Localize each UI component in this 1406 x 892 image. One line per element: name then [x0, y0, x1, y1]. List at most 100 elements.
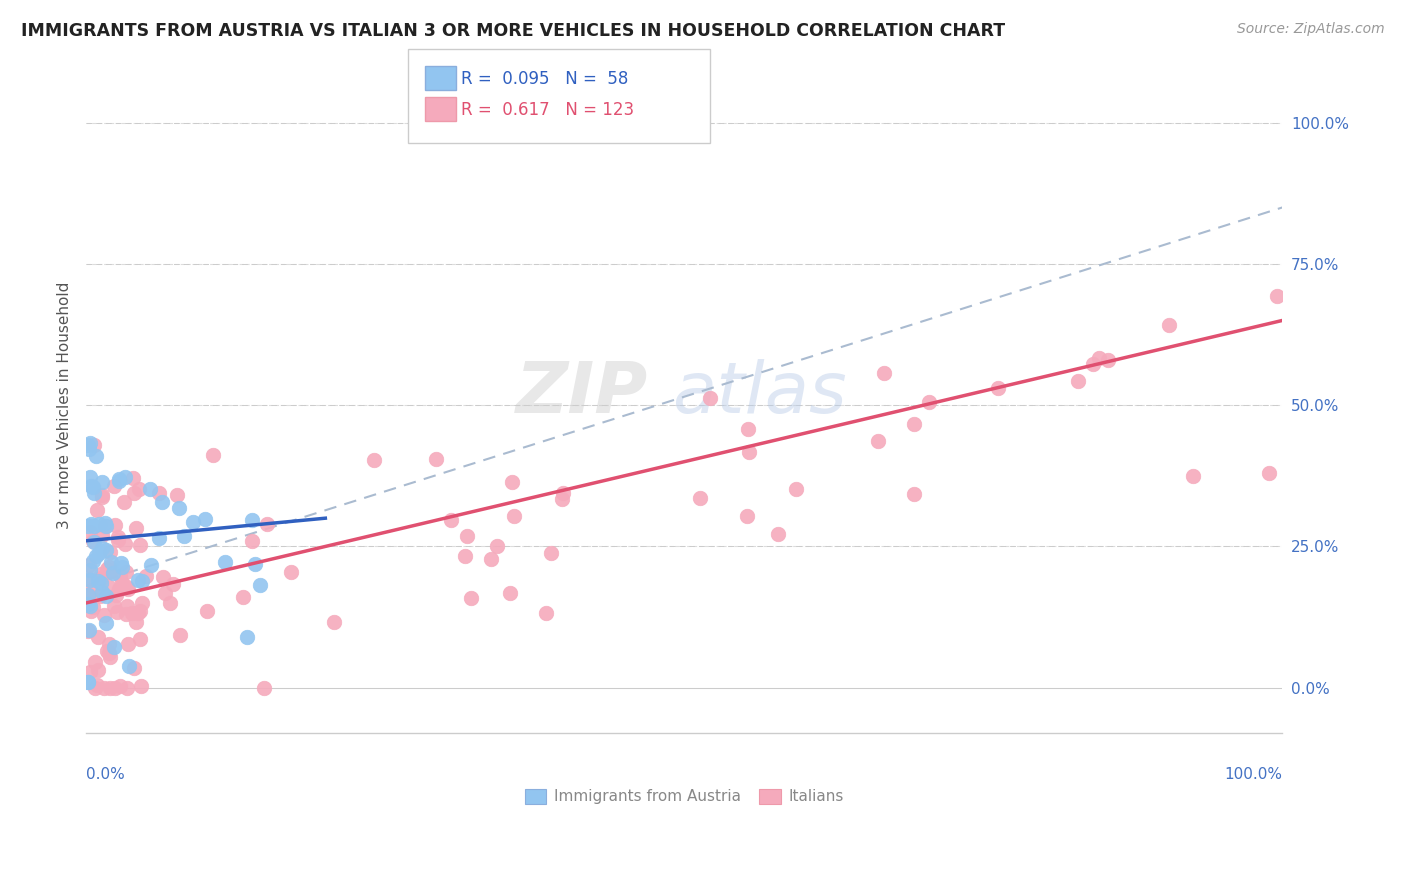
Point — [129, 604, 152, 618]
Point — [117, 637, 139, 651]
Point — [128, 482, 150, 496]
Point — [103, 479, 125, 493]
Point — [1097, 353, 1119, 368]
Point — [148, 486, 170, 500]
Point — [169, 500, 191, 515]
Point — [502, 509, 524, 524]
Point — [108, 582, 131, 596]
Point — [91, 528, 114, 542]
Point — [98, 650, 121, 665]
Point — [98, 580, 121, 594]
Point — [689, 491, 711, 505]
Point — [131, 574, 153, 589]
Text: ZIP: ZIP — [516, 359, 648, 428]
Point — [866, 434, 889, 448]
Point — [93, 681, 115, 695]
Point — [121, 606, 143, 620]
Point — [249, 578, 271, 592]
Point — [107, 533, 129, 547]
Point — [252, 681, 274, 695]
Point — [94, 516, 117, 531]
Point — [129, 679, 152, 693]
Point — [104, 518, 127, 533]
Text: IMMIGRANTS FROM AUSTRIA VS ITALIAN 3 OR MORE VEHICLES IN HOUSEHOLD CORRELATION C: IMMIGRANTS FROM AUSTRIA VS ITALIAN 3 OR … — [21, 22, 1005, 40]
Point — [240, 534, 263, 549]
Point — [86, 678, 108, 692]
Point — [108, 474, 131, 488]
Text: R =  0.617   N = 123: R = 0.617 N = 123 — [461, 101, 634, 119]
Point — [737, 422, 759, 436]
Point — [77, 518, 100, 533]
Point — [738, 444, 761, 458]
Point — [112, 495, 135, 509]
Point — [363, 453, 385, 467]
Point — [83, 438, 105, 452]
Point — [183, 515, 205, 529]
Point — [166, 488, 188, 502]
Point — [87, 574, 110, 588]
Point — [90, 566, 112, 581]
Point — [77, 675, 100, 690]
Point — [96, 543, 118, 558]
Point — [131, 596, 153, 610]
Point — [114, 566, 136, 580]
Point — [90, 571, 112, 585]
Point — [1181, 469, 1204, 483]
Point — [460, 591, 482, 606]
Point — [768, 526, 790, 541]
Point — [553, 486, 575, 500]
Point — [80, 478, 103, 492]
Point — [83, 519, 105, 533]
Point — [110, 556, 132, 570]
Point — [86, 502, 108, 516]
Point — [243, 558, 266, 572]
Point — [82, 554, 104, 568]
Point — [79, 665, 101, 680]
Point — [1159, 318, 1181, 332]
Point — [79, 563, 101, 577]
Point — [93, 607, 115, 622]
Point — [80, 583, 103, 598]
Point — [79, 435, 101, 450]
Point — [96, 562, 118, 576]
Point — [1088, 351, 1111, 366]
Point — [124, 661, 146, 675]
Point — [107, 530, 129, 544]
Point — [128, 538, 150, 552]
Point — [280, 566, 302, 580]
Point — [159, 595, 181, 609]
Point — [201, 448, 224, 462]
Point — [114, 469, 136, 483]
Point — [82, 599, 104, 614]
Point — [100, 555, 122, 569]
Point — [79, 573, 101, 587]
Point — [117, 681, 139, 695]
Point — [87, 630, 110, 644]
Point — [111, 560, 134, 574]
Point — [485, 539, 508, 553]
Point — [98, 565, 121, 579]
Point — [785, 482, 807, 496]
Point — [152, 570, 174, 584]
Point — [173, 529, 195, 543]
Point — [96, 615, 118, 630]
Point — [162, 577, 184, 591]
Point — [155, 586, 177, 600]
Point — [903, 487, 925, 501]
Point — [111, 581, 134, 595]
Point — [214, 555, 236, 569]
Y-axis label: 3 or more Vehicles in Household: 3 or more Vehicles in Household — [58, 282, 72, 529]
Point — [872, 367, 894, 381]
Point — [84, 549, 107, 564]
Point — [98, 545, 121, 559]
Point — [79, 572, 101, 586]
Point — [195, 604, 218, 618]
Point — [94, 519, 117, 533]
Point — [101, 566, 124, 581]
Point — [98, 681, 121, 695]
Point — [551, 491, 574, 506]
Point — [699, 391, 721, 405]
Point — [118, 658, 141, 673]
Point — [94, 590, 117, 604]
Point — [91, 488, 114, 502]
